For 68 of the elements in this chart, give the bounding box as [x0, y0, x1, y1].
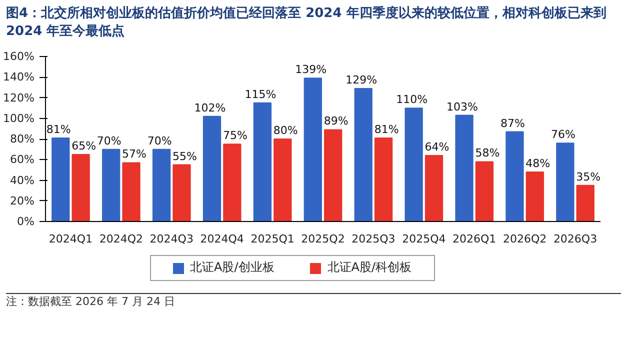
- chart-title: 图4：北交所相对创业板的估值折价均值已经回落至 2024 年四季度以来的较低位置，相对科创板已来到 2024 年至今最低点: [6, 5, 608, 42]
- bar: [455, 115, 474, 222]
- y-tick-label: 120%: [3, 92, 35, 105]
- data-label: 110%: [396, 93, 428, 106]
- x-tick-label: 2024Q4: [200, 232, 244, 246]
- bar: [526, 172, 544, 222]
- bar: [556, 143, 574, 222]
- data-label: 139%: [295, 64, 327, 77]
- y-tick-label: 60%: [10, 154, 35, 166]
- bar: [424, 155, 444, 222]
- x-tick-label: 2024Q1: [48, 232, 93, 246]
- data-label: 75%: [222, 130, 248, 143]
- y-tick-label: 100%: [3, 112, 35, 126]
- data-label: 129%: [346, 74, 378, 87]
- x-tick-label: 2025Q1: [250, 232, 294, 246]
- x-tick-label: 2024Q2: [99, 232, 144, 246]
- data-label: 80%: [273, 124, 298, 138]
- data-label: 70%: [147, 134, 172, 148]
- bar: [152, 149, 171, 222]
- bar: [354, 88, 372, 222]
- bar: [576, 185, 594, 222]
- bar: [274, 138, 292, 222]
- x-tick-label: 2024Q3: [150, 232, 194, 246]
- text: 注：数据截至 2026 年 7 月 24 日: [6, 294, 175, 310]
- x-tick-label: 2025Q4: [402, 232, 446, 246]
- y-tick-label: 140%: [3, 71, 35, 84]
- data-label: 89%: [324, 115, 348, 128]
- y-tick-label: 80%: [10, 132, 35, 146]
- x-tick-label: 2026Q3: [553, 232, 598, 246]
- data-label: 48%: [526, 157, 550, 170]
- bar: [324, 130, 342, 222]
- bar: [122, 162, 140, 222]
- data-label: 81%: [374, 123, 399, 136]
- data-label: 102%: [194, 102, 226, 115]
- x-tick-label: 2025Q2: [301, 232, 345, 246]
- data-label: 58%: [475, 147, 500, 160]
- bar: [223, 144, 242, 222]
- bar: [374, 138, 393, 222]
- data-label: 55%: [172, 150, 197, 164]
- data-label: 81%: [46, 123, 71, 136]
- data-label: 64%: [424, 140, 450, 154]
- legend-label: 北证A股/科创板: [326, 259, 412, 276]
- x-tick-label: 2026Q2: [502, 232, 547, 246]
- y-tick-label: 160%: [3, 50, 35, 64]
- bar: [253, 102, 272, 222]
- x-tick-label: 2025Q3: [352, 232, 396, 246]
- bar: [172, 164, 191, 222]
- bar: [404, 108, 423, 222]
- legend-label: 北证A股/创业板: [189, 259, 274, 276]
- data-label: 57%: [122, 148, 146, 162]
- bar: [102, 149, 120, 222]
- data-label: 35%: [576, 170, 601, 184]
- y-tick-label: 20%: [10, 194, 35, 208]
- data-label: 115%: [244, 88, 276, 102]
- data-label: 76%: [550, 128, 576, 142]
- data-label: 103%: [446, 100, 478, 114]
- y-tick-label: 40%: [10, 174, 35, 188]
- bar: [304, 78, 322, 222]
- bar: [72, 154, 90, 222]
- data-label: 87%: [500, 117, 525, 130]
- data-label: 70%: [96, 134, 122, 148]
- bar: [52, 138, 70, 222]
- bar: [506, 132, 524, 222]
- bar: [202, 116, 222, 222]
- y-tick-label: 0%: [17, 215, 34, 228]
- data-label: 65%: [72, 140, 96, 153]
- bar: [475, 162, 494, 222]
- x-tick-label: 2026Q1: [452, 232, 496, 246]
